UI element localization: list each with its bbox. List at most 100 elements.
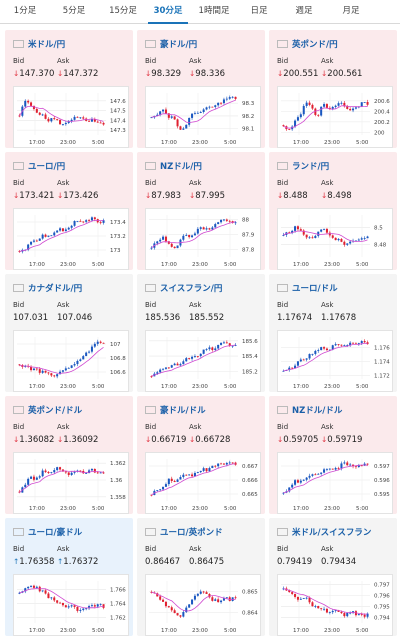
pair-name-link[interactable]: ユーロ/英ポンド (160, 528, 223, 538)
down-candle (302, 230, 305, 235)
up-candle (191, 235, 194, 238)
pair-name-link[interactable]: ユーロ/豪ドル (28, 528, 83, 538)
down-candle (167, 113, 170, 118)
down-candle (164, 601, 167, 607)
bid-price: 87.983 (151, 191, 182, 201)
mini-chart[interactable]: 1.766 1.764 1.762 17:00 23:00 5:00 (13, 574, 129, 636)
currency-card[interactable]: 英ポンド/ドル Bid Ask ↓1.36082 ↓1.36092 1.362 1.36 1.… (5, 396, 133, 514)
up-candle (90, 119, 93, 122)
tab-30min[interactable]: 30分足 (148, 0, 188, 24)
down-candle (96, 472, 99, 474)
up-candle (159, 111, 162, 115)
y-tick-label: 98.1 (242, 127, 254, 133)
ask-label: Ask (189, 179, 202, 187)
up-candle (79, 609, 82, 611)
pair-name-link[interactable]: ユーロ/円 (28, 162, 66, 172)
down-candle (311, 104, 314, 109)
down-candle (76, 116, 79, 118)
pair-name-link[interactable]: 米ドル/円 (28, 40, 66, 50)
currency-card[interactable]: NZドル/ドル Bid Ask ↓0.59705 ↓0.59719 0.597 0.596 0… (269, 396, 397, 514)
pair-name-link[interactable]: 英ポンド/円 (292, 40, 338, 50)
mini-chart[interactable]: 0.797 0.796 0.795 0.794 17:00 23:00 5:00 (277, 574, 393, 636)
pair-name-link[interactable]: NZドル/円 (160, 162, 202, 172)
mini-chart[interactable]: 147.6 147.5 147.4 147.3 17:00 23:00 5:00 (13, 86, 129, 148)
currency-card[interactable]: 英ポンド/円 Bid Ask ↓200.551 ↓200.561 200.6 200.4 20… (269, 30, 397, 148)
y-tick-label: 0.596 (374, 478, 390, 484)
up-candle (334, 344, 337, 346)
down-candle (44, 590, 47, 594)
down-candle (328, 107, 331, 109)
up-candle (96, 341, 99, 344)
mini-chart[interactable]: 1.362 1.36 1.358 17:00 23:00 5:00 (13, 452, 129, 514)
mini-chart[interactable]: 0.597 0.596 0.595 17:00 23:00 5:00 (277, 452, 393, 514)
up-candle (328, 612, 331, 613)
mini-chart[interactable]: 98.3 98.2 98.1 17:00 23:00 5:00 (145, 86, 261, 148)
pair-name-link[interactable]: スイスフラン/円 (160, 284, 223, 294)
mini-chart[interactable]: 0.667 0.666 0.665 17:00 23:00 5:00 (145, 452, 261, 514)
currency-card[interactable]: スイスフラン/円 Bid Ask 185.536 185.552 185.6 185.4 18… (137, 274, 265, 392)
mini-chart[interactable]: 107 106.8 106.6 17:00 23:00 5:00 (13, 330, 129, 392)
ask-value: 107.046 (57, 313, 92, 323)
down-candle (314, 108, 317, 115)
tab-5min[interactable]: 5分足 (62, 6, 86, 16)
currency-card[interactable]: 豪ドル/ドル Bid Ask ↓0.66719 ↓0.66728 0.667 0.666 0.… (137, 396, 265, 514)
mini-chart[interactable]: 1.176 1.174 1.172 17:00 23:00 5:00 (277, 330, 393, 392)
pair-name-link[interactable]: 米ドル/スイスフラン (292, 528, 372, 538)
currency-card[interactable]: 豪ドル/円 Bid Ask ↓98.329 ↓98.336 98.3 98.2 98.1 17:… (137, 30, 265, 148)
up-candle (299, 359, 302, 362)
up-candle (70, 472, 73, 475)
mini-chart[interactable]: 8.5 8.48 17:00 23:00 5:00 (277, 208, 393, 270)
x-tick-label: 17:00 (161, 384, 177, 390)
pair-name-link[interactable]: 豪ドル/円 (160, 40, 198, 50)
currency-card[interactable]: ユーロ/ドル Bid Ask 1.17674 1.17678 1.176 1.174 1.17… (269, 274, 397, 392)
tab-1hour[interactable]: 1時間足 (198, 6, 230, 16)
currency-card[interactable]: カナダドル/円 Bid Ask 107.031 107.046 107 106.8 106.6… (5, 274, 133, 392)
currency-card[interactable]: ランド/円 Bid Ask ↓8.488 ↓8.498 8.5 8.48 17:00 23:00… (269, 152, 397, 270)
up-candle (193, 233, 196, 236)
mini-chart[interactable]: 185.6 185.4 185.2 17:00 23:00 5:00 (145, 330, 261, 392)
tab-monthly[interactable]: 月足 (342, 6, 360, 16)
currency-card[interactable]: ユーロ/豪ドル Bid Ask ↑1.76358 ↑1.76372 1.766 1.764 1… (5, 518, 133, 636)
down-arrow-icon: ↓ (277, 69, 284, 78)
up-candle (30, 585, 33, 587)
up-candle (202, 109, 205, 112)
down-candle (79, 220, 82, 222)
currency-card[interactable]: ユーロ/英ポンド Bid Ask 0.86467 0.86475 0.865 0.864 17… (137, 518, 265, 636)
pair-name-link[interactable]: 英ポンド/ドル (28, 406, 83, 416)
down-candle (302, 359, 305, 361)
mini-chart[interactable]: 0.865 0.864 17:00 23:00 5:00 (145, 574, 261, 636)
down-candle (311, 237, 314, 239)
down-candle (102, 604, 105, 608)
card-header: NZドル/円 (145, 160, 202, 172)
currency-card[interactable]: 米ドル/円 Bid Ask ↓147.370 ↓147.372 147.6 147.5 147… (5, 30, 133, 148)
up-candle (308, 475, 311, 478)
down-candle (325, 348, 328, 351)
currency-card[interactable]: 米ドル/スイスフラン Bid Ask 0.79419 0.79434 0.797 0.796… (269, 518, 397, 636)
down-candle (64, 605, 67, 608)
up-candle (294, 226, 297, 231)
pair-name-link[interactable]: カナダドル/円 (28, 284, 83, 294)
down-candle (170, 478, 173, 482)
mini-chart[interactable]: 173.4 173.2 173 17:00 23:00 5:00 (13, 208, 129, 270)
mini-chart[interactable]: 200.6 200.4 200.2 200 17:00 23:00 5:00 (277, 86, 393, 148)
down-candle (44, 114, 47, 119)
up-candle (159, 239, 162, 242)
currency-card[interactable]: ユーロ/円 Bid Ask ↓173.421 ↓173.426 173.4 173.2 173… (5, 152, 133, 270)
down-candle (18, 115, 21, 117)
tab-1min[interactable]: 1分足 (13, 6, 37, 16)
pair-name-link[interactable]: ユーロ/ドル (292, 284, 338, 294)
ask-label: Ask (321, 57, 334, 65)
y-tick-label: 185.4 (242, 354, 258, 360)
pair-name-link[interactable]: NZドル/ドル (292, 406, 343, 416)
tab-15min[interactable]: 15分足 (109, 6, 137, 16)
mini-chart[interactable]: 88 87.9 87.8 17:00 23:00 5:00 (145, 208, 261, 270)
currency-card[interactable]: NZドル/円 Bid Ask ↓87.983 ↓87.995 88 87.9 87.8 17:0… (137, 152, 265, 270)
tab-daily[interactable]: 日足 (250, 6, 268, 16)
pair-name-link[interactable]: ランド/円 (292, 162, 330, 172)
up-candle (30, 241, 33, 245)
up-candle (314, 350, 317, 354)
tab-weekly[interactable]: 週足 (295, 6, 313, 16)
pair-name-link[interactable]: 豪ドル/ドル (160, 406, 206, 416)
card-header: ユーロ/ドル (277, 282, 338, 294)
down-candle (76, 606, 79, 611)
